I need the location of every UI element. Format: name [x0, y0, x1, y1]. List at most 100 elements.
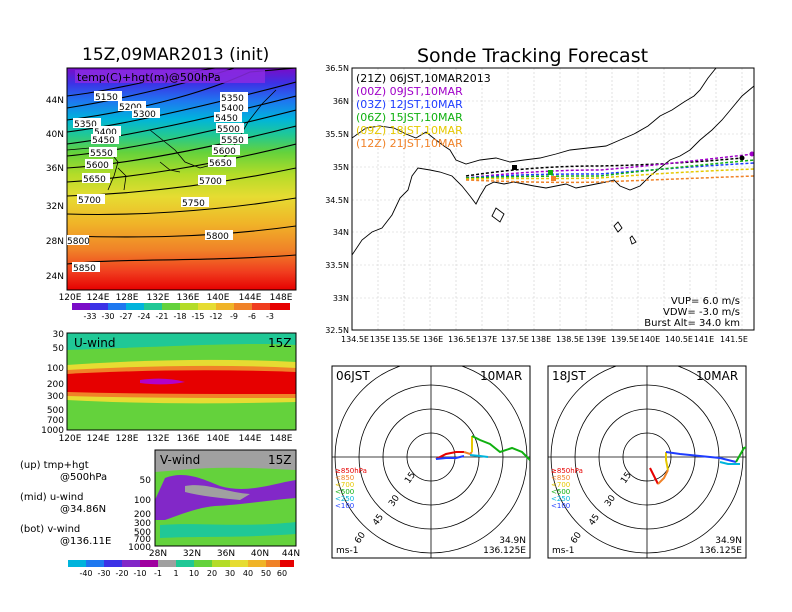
- lat-label: 44N: [282, 549, 300, 559]
- uwind-panel: U-wind 15Z 30 50 100 200 300 500 700 100…: [41, 330, 297, 444]
- track-marker: [551, 176, 556, 181]
- vwind-label: V-wind: [160, 453, 200, 467]
- contour-label: 5700: [199, 177, 222, 187]
- vwind-frame: [154, 449, 297, 547]
- colorbar-label: 50: [261, 569, 271, 578]
- legend-entry: (09Z) 18JST,10MAR: [356, 124, 463, 137]
- polar-right-lon: 136.125E: [699, 546, 742, 556]
- level-legend-entry: <850: [335, 474, 354, 482]
- colorbar-label: -40: [79, 569, 92, 578]
- polar-right-unit: ms-1: [552, 546, 574, 556]
- lon-label: 132E: [147, 293, 170, 303]
- polar-right-hodograph: [649, 446, 746, 485]
- pressure-label: 1000: [41, 426, 64, 436]
- track-marker: [749, 151, 755, 157]
- pressure-label: 50: [53, 344, 65, 354]
- polar-right-level-legend: ≥850hPa <850 <700 <500 <250 <100: [551, 467, 583, 510]
- colorbar-label: 40: [243, 569, 253, 578]
- contour-label: 5600: [86, 161, 109, 171]
- legend-entry: (06Z) 15JST,10MAR: [356, 111, 463, 124]
- track-frame: [351, 67, 755, 331]
- note-up-line2: @500hPa: [60, 472, 107, 483]
- colorbar-label: 20: [207, 569, 217, 578]
- left-title: 15Z,09MAR2013 (init): [82, 45, 269, 65]
- map500-frame: [66, 67, 297, 291]
- contour-label: 5700: [78, 196, 101, 206]
- track-marker: [512, 165, 517, 170]
- lat-label: 32N: [183, 549, 201, 559]
- lat-label: 32.5N: [325, 326, 349, 335]
- contour-label: 5750: [182, 199, 205, 209]
- lon-label: 135.5E: [392, 335, 420, 344]
- track-legend: (21Z) 06JST,10MAR2013 (00Z) 09JST,10MAR …: [356, 72, 491, 150]
- polar-left-level-legend: ≥850hPa <850 <700 <500 <250 <100: [335, 467, 367, 510]
- legend-entry: (00Z) 09JST,10MAR: [356, 85, 463, 98]
- legend-entry: (03Z) 12JST,10MAR: [356, 98, 463, 111]
- colorbar-label: -30: [101, 312, 114, 321]
- colorbar-label: 30: [225, 569, 235, 578]
- uwind-label: U-wind: [74, 336, 115, 350]
- map500-contour-labels: 5150 5200 5300 5350 5350 5400 5400 5450 …: [67, 91, 248, 274]
- vwind-panel: V-wind 15Z 50 100 200 300 500 700 1000 2…: [68, 449, 300, 578]
- contour-label: 5350: [221, 94, 244, 104]
- panel-notes: (up) tmp+hgt @500hPa (mid) u-wind @34.86…: [20, 460, 111, 547]
- lon-label: 140E: [640, 335, 660, 344]
- contour-label: 5650: [209, 159, 232, 169]
- map500-label-bg: [75, 70, 265, 83]
- track-marker: [548, 170, 553, 175]
- level-legend-entry: <500: [551, 488, 570, 496]
- lon-label: 128E: [116, 293, 139, 303]
- lat-label: 36.5N: [325, 64, 349, 73]
- lat-label: 33N: [333, 294, 349, 303]
- map500-lon-labels: 120E 124E 128E 132E 136E 140E 144E 148E: [59, 293, 293, 303]
- colorbar-label: -10: [133, 569, 146, 578]
- lon-label: 135E: [370, 335, 390, 344]
- lat-label: 33.5N: [325, 261, 349, 270]
- lon-label: 136E: [423, 335, 443, 344]
- track-paths: [465, 153, 755, 184]
- lat-label: 40N: [251, 549, 269, 559]
- track-path-06z: [465, 159, 755, 179]
- track-markers: [512, 151, 755, 181]
- polar-left-lat: 34.9N: [499, 536, 526, 546]
- uwind-jet-max: [140, 378, 185, 385]
- track-coastlines: [352, 68, 754, 256]
- lon-label: 141.5E: [720, 335, 748, 344]
- vwind-grey-region: [155, 450, 296, 472]
- lon-label: 141E: [694, 335, 714, 344]
- vwind-x-labels: 28N 32N 36N 40N 44N: [149, 549, 300, 559]
- level-legend-entry: <250: [551, 495, 570, 503]
- uwind-y-labels: 30 50 100 200 300 500 700 1000: [41, 330, 64, 436]
- lon-label: 148E: [270, 434, 293, 444]
- lon-label: 137.5E: [501, 335, 529, 344]
- lat-label: 36N: [333, 97, 349, 106]
- lon-label: 128E: [116, 434, 139, 444]
- lon-label: 124E: [87, 293, 110, 303]
- contour-label: 5150: [95, 93, 118, 103]
- colorbar-label: -15: [191, 312, 204, 321]
- pressure-label: 30: [53, 330, 65, 340]
- colorbar-label: -18: [173, 312, 186, 321]
- lat-label: 35N: [333, 163, 349, 172]
- pressure-label: 500: [47, 406, 64, 416]
- pressure-label: 700: [47, 416, 64, 426]
- uwind-x-labels: 120E 124E 128E 132E 136E 140E 144E 148E: [59, 434, 293, 444]
- lat-label: 28N: [149, 549, 167, 559]
- contour-label: 5800: [67, 237, 90, 247]
- colorbar-label: -33: [83, 312, 96, 321]
- contour-label: 5800: [206, 232, 229, 242]
- pressure-label: 300: [134, 519, 151, 529]
- contour-label: 5300: [133, 110, 156, 120]
- lat-label: 28N: [46, 237, 64, 247]
- level-legend-entry: ≥850hPa: [551, 467, 583, 475]
- track-x-labels: 134.5E 135E 135.5E 136E 136.5E 137E 137.…: [341, 335, 748, 344]
- level-legend-entry: <500: [335, 488, 354, 496]
- contour-label: 5350: [74, 120, 97, 130]
- pressure-label: 200: [47, 380, 64, 390]
- contour-label: 5600: [213, 147, 236, 157]
- track-path-00z: [465, 153, 755, 179]
- track-marker: [739, 155, 745, 161]
- level-legend-entry: <700: [551, 481, 570, 489]
- polar-right-panel: 15 30 45 60 18JST 10MAR ≥850hPa <850 <70…: [547, 365, 747, 559]
- contour-label: 5200: [119, 103, 142, 113]
